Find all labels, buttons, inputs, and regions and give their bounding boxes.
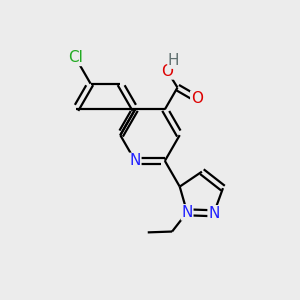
Text: O: O — [191, 91, 203, 106]
Text: H: H — [168, 53, 179, 68]
Text: O: O — [161, 64, 173, 79]
Text: N: N — [182, 205, 193, 220]
Text: Cl: Cl — [68, 50, 83, 65]
Text: N: N — [208, 206, 220, 221]
Text: N: N — [130, 153, 141, 168]
